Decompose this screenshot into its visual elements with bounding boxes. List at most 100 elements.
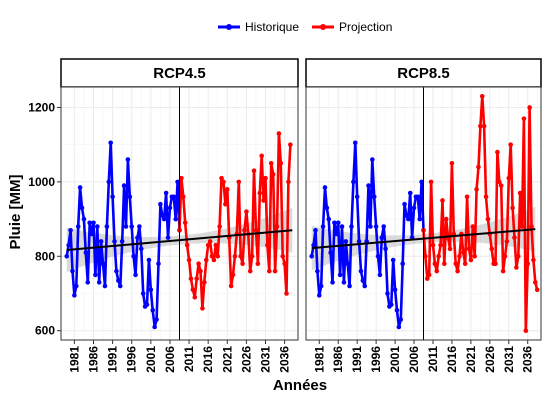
- data-point: [280, 253, 286, 259]
- x-tick-label: 2021: [220, 346, 234, 373]
- data-point: [215, 253, 221, 259]
- data-point: [390, 257, 396, 263]
- data-point: [407, 190, 413, 196]
- x-tick-label: 1996: [125, 346, 139, 373]
- data-point: [232, 253, 238, 259]
- data-point: [240, 261, 245, 267]
- x-tick-label: 2021: [464, 346, 478, 373]
- data-point: [379, 235, 385, 240]
- legend-key-marker: [226, 24, 232, 30]
- data-point: [396, 324, 402, 330]
- data-point: [335, 220, 341, 226]
- data-point: [371, 194, 377, 200]
- data-point: [102, 283, 108, 289]
- data-point: [351, 179, 356, 185]
- facet-strip: [60, 58, 299, 88]
- data-point: [447, 246, 453, 252]
- data-point: [198, 268, 203, 274]
- data-point: [148, 287, 154, 293]
- data-point: [211, 257, 217, 263]
- data-point: [400, 261, 405, 267]
- data-point: [167, 205, 173, 211]
- data-point: [402, 201, 407, 207]
- legend-label: Historique: [245, 20, 299, 34]
- data-point: [242, 227, 247, 233]
- data-point: [268, 160, 274, 166]
- data-point: [478, 123, 483, 129]
- x-tick-label: 1981: [67, 346, 81, 373]
- data-point: [320, 224, 326, 229]
- data-point: [512, 235, 517, 240]
- data-point: [474, 187, 479, 192]
- y-tick-label: 1000: [28, 175, 55, 189]
- data-point: [460, 250, 466, 255]
- legend-label: Projection: [339, 20, 392, 34]
- panel-border: [60, 86, 299, 341]
- data-point: [523, 328, 529, 333]
- data-point: [472, 253, 477, 259]
- x-tick-label: 2001: [144, 346, 158, 373]
- x-tick-label: 1981: [312, 346, 326, 373]
- data-point: [95, 224, 100, 229]
- data-point: [263, 175, 268, 181]
- data-point: [267, 268, 272, 274]
- data-point: [98, 239, 104, 244]
- data-point: [110, 194, 115, 200]
- data-point: [217, 224, 222, 229]
- data-point: [93, 272, 98, 278]
- series-projection: [421, 94, 540, 333]
- data-point: [533, 280, 538, 285]
- data-point: [70, 268, 75, 274]
- data-point: [179, 175, 184, 181]
- data-point: [112, 239, 117, 244]
- x-tick-label: 1991: [106, 346, 120, 373]
- data-point: [276, 131, 282, 136]
- data-point: [209, 253, 215, 259]
- data-point: [79, 205, 85, 211]
- data-point: [330, 280, 335, 285]
- data-point: [265, 242, 270, 248]
- series-projection: [177, 131, 293, 311]
- panel-border: [305, 86, 542, 341]
- data-point: [436, 253, 441, 259]
- data-point: [161, 216, 167, 222]
- data-point: [392, 287, 398, 293]
- data-point: [114, 268, 119, 274]
- data-point: [424, 276, 430, 281]
- x-tick-label: 2001: [388, 346, 402, 373]
- data-point: [326, 216, 332, 222]
- data-point: [534, 287, 540, 293]
- data-point: [370, 157, 375, 162]
- data-point: [123, 224, 129, 229]
- data-point: [417, 216, 423, 222]
- x-tick-label: 1991: [350, 346, 364, 373]
- data-point: [349, 224, 354, 229]
- data-point: [138, 246, 144, 252]
- data-point: [213, 242, 219, 248]
- x-tick-label: 1996: [369, 346, 383, 373]
- data-point: [108, 140, 113, 146]
- data-point: [483, 194, 489, 200]
- data-point: [129, 224, 135, 229]
- legend-item-historique: Historique: [218, 20, 299, 34]
- data-point: [309, 253, 314, 259]
- data-point: [159, 213, 165, 218]
- data-point: [434, 268, 440, 274]
- data-point: [192, 294, 198, 300]
- data-point: [368, 224, 373, 229]
- data-point: [257, 190, 263, 196]
- data-point: [440, 198, 445, 203]
- x-tick-label: 2006: [407, 346, 421, 373]
- data-point: [495, 149, 500, 155]
- data-point: [255, 261, 261, 267]
- data-point: [500, 268, 506, 274]
- data-point: [322, 185, 328, 190]
- data-point: [175, 179, 180, 185]
- x-tick-label: 2031: [259, 346, 273, 373]
- data-point: [207, 239, 213, 244]
- data-point: [423, 253, 428, 259]
- data-point: [519, 224, 525, 229]
- x-tick-label: 2036: [521, 346, 535, 373]
- data-point: [77, 185, 83, 190]
- x-tick-labels: 1981 1986 1991 1996 2001 2006 2011 2016 2021 2026…: [67, 340, 535, 373]
